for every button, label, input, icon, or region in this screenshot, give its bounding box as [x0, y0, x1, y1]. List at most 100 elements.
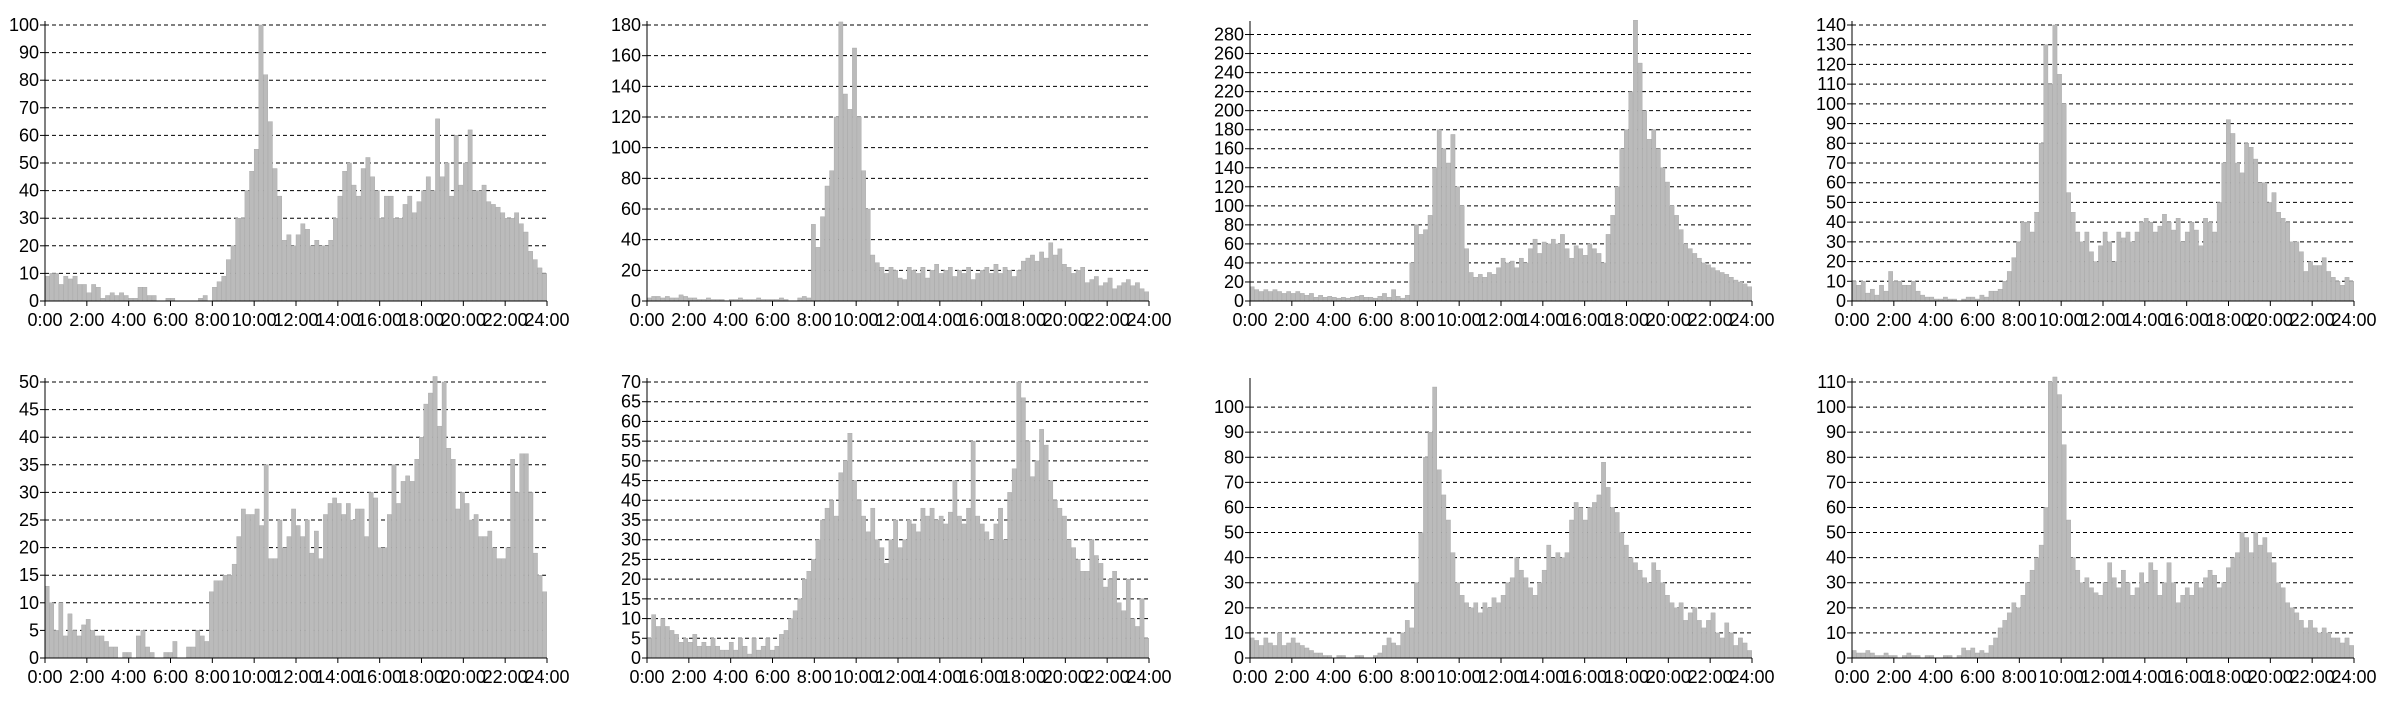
x-tick-label: 20:00 [2248, 667, 2293, 687]
y-tick-label: 20 [1224, 272, 1244, 292]
y-tick-label: 0 [631, 291, 641, 311]
y-tick-label: 50 [621, 451, 641, 471]
x-tick-label: 12:00 [1478, 310, 1523, 330]
histogram-bar [2198, 587, 2204, 659]
y-tick-label: 35 [19, 455, 39, 475]
y-tick-label: 70 [1826, 472, 1846, 492]
y-tick-label: 180 [611, 15, 641, 35]
x-tick-label: 22:00 [483, 667, 528, 687]
x-tick-label: 24:00 [1729, 310, 1774, 330]
x-tick-label: 22:00 [1085, 310, 1130, 330]
histogram-bar [2121, 569, 2126, 659]
y-tick-label: 30 [621, 530, 641, 550]
histogram-bar [2006, 612, 2012, 659]
x-tick-label: 16:00 [1562, 667, 1607, 687]
y-tick-label: 50 [19, 153, 39, 173]
y-tick-label: 240 [1214, 63, 1244, 83]
x-tick-label: 14:00 [315, 667, 360, 687]
x-tick-label: 6:00 [1960, 667, 1995, 687]
histogram-bar [2048, 381, 2053, 659]
y-tick-label: 30 [19, 482, 39, 502]
x-tick-label: 18:00 [399, 667, 444, 687]
x-tick-label: 8:00 [797, 310, 832, 330]
y-tick-label: 40 [19, 181, 39, 201]
y-tick-label: 60 [621, 199, 641, 219]
y-tick-label: 40 [1826, 212, 1846, 232]
histogram-bar [2084, 577, 2090, 659]
histogram-bar [1988, 645, 1994, 659]
x-tick-label: 20:00 [1646, 310, 1691, 330]
x-tick-label: 10:00 [1437, 310, 1482, 330]
y-tick-label: 30 [19, 208, 39, 228]
y-tick-label: 70 [1224, 472, 1244, 492]
y-tick-label: 20 [1826, 252, 1846, 272]
x-tick-label: 0:00 [1232, 667, 1267, 687]
x-tick-label: 18:00 [1001, 310, 1046, 330]
histogram-bar [2043, 507, 2049, 659]
x-tick-label: 22:00 [2290, 310, 2335, 330]
histogram-bar [2299, 620, 2304, 659]
x-tick-label: 22:00 [1688, 667, 1733, 687]
x-tick-label: 2:00 [671, 310, 706, 330]
histogram-bar [2089, 587, 2094, 659]
y-tick-label: 0 [631, 648, 641, 668]
x-tick-label: 24:00 [1126, 667, 1171, 687]
histogram-bar [2340, 642, 2345, 659]
y-tick-label: 80 [19, 70, 39, 90]
histogram-bar [2025, 582, 2030, 659]
x-tick-label: 0:00 [1232, 310, 1267, 330]
x-tick-label: 20:00 [1043, 667, 1088, 687]
histogram-bar [2276, 582, 2281, 659]
x-tick-label: 16:00 [959, 667, 1004, 687]
x-tick-label: 16:00 [2164, 667, 2209, 687]
y-tick-label: 80 [1224, 447, 1244, 467]
x-tick-label: 4:00 [1316, 667, 1351, 687]
histogram-bar [2216, 587, 2222, 659]
histogram-bar [2143, 582, 2149, 659]
x-tick-label: 0:00 [629, 667, 664, 687]
histogram-bar [2303, 627, 2309, 659]
x-tick-label: 4:00 [111, 310, 146, 330]
y-tick-label: 10 [1224, 623, 1244, 643]
histogram-bar [2020, 595, 2026, 659]
y-tick-label: 80 [1826, 447, 1846, 467]
y-tick-label: 100 [9, 15, 39, 35]
y-tick-label: 25 [19, 510, 39, 530]
y-tick-label: 20 [621, 569, 641, 589]
x-tick-label: 24:00 [2331, 667, 2376, 687]
x-tick-label: 16:00 [1562, 310, 1607, 330]
x-tick-label: 2:00 [1274, 310, 1309, 330]
y-tick-label: 90 [19, 43, 39, 63]
y-tick-label: 120 [1214, 177, 1244, 197]
y-tick-label: 10 [19, 263, 39, 283]
y-tick-label: 60 [1224, 234, 1244, 254]
histogram-bar [2130, 595, 2135, 659]
x-tick-label: 18:00 [399, 310, 444, 330]
histogram-bar [2079, 582, 2085, 659]
y-tick-label: 90 [1826, 114, 1846, 134]
y-tick-label: 65 [621, 392, 641, 412]
x-tick-label: 14:00 [917, 310, 962, 330]
y-tick-label: 10 [1826, 623, 1846, 643]
histogram-bar [2285, 602, 2291, 659]
y-tick-label: 60 [1826, 497, 1846, 517]
y-tick-label: 0 [1836, 291, 1846, 311]
histogram-bar [2207, 569, 2213, 659]
x-tick-label: 2:00 [671, 667, 706, 687]
x-tick-label: 18:00 [2206, 667, 2251, 687]
histogram-bar [1961, 647, 1966, 659]
y-tick-label: 15 [621, 589, 641, 609]
y-tick-label: 90 [1826, 422, 1846, 442]
x-tick-label: 24:00 [2331, 310, 2376, 330]
histogram-bar [1975, 652, 1980, 659]
histogram-bar [2267, 552, 2272, 659]
y-tick-label: 30 [1224, 573, 1244, 593]
y-tick-label: 0 [29, 291, 39, 311]
histogram-bar [2194, 582, 2199, 659]
histogram-bar [2226, 567, 2231, 659]
x-tick-label: 2:00 [1876, 310, 1911, 330]
